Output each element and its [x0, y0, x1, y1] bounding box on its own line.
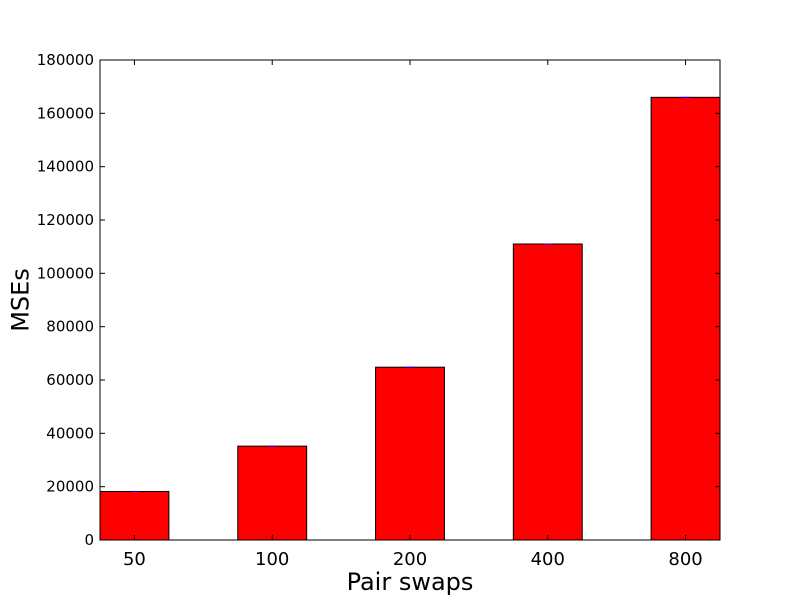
y-tick-label: 20000	[46, 478, 94, 496]
y-tick-label: 60000	[46, 371, 94, 389]
x-axis-label: Pair swaps	[347, 568, 474, 596]
y-tick-label: 180000	[37, 51, 94, 69]
error-bars-layer	[130, 96, 690, 492]
y-axis-label: MSEs	[6, 268, 34, 332]
y-axis-ticks: 0 20000 40000 60000 80000 100000 120000 140000 1…	[37, 51, 720, 549]
y-tick-label: 80000	[46, 318, 94, 336]
x-tick-label: 800	[668, 549, 702, 570]
x-axis-ticks: 50 100 200 400 800	[123, 60, 703, 570]
bar-400	[512, 243, 583, 541]
bars-layer	[99, 96, 721, 541]
bar-50	[99, 490, 170, 541]
x-tick-label: 100	[255, 549, 289, 570]
bar-100	[237, 445, 308, 541]
x-tick-label: 200	[393, 549, 427, 570]
y-tick-label: 120000	[37, 211, 94, 229]
y-tick-label: 100000	[37, 264, 94, 282]
x-tick-label: 400	[531, 549, 565, 570]
y-tick-label: 40000	[46, 424, 94, 442]
bar-800	[650, 96, 721, 541]
bar-200	[375, 366, 445, 541]
y-tick-label: 140000	[37, 158, 94, 176]
y-tick-label: 160000	[37, 104, 94, 122]
y-tick-label: 0	[84, 531, 94, 549]
x-tick-label: 50	[123, 549, 146, 570]
